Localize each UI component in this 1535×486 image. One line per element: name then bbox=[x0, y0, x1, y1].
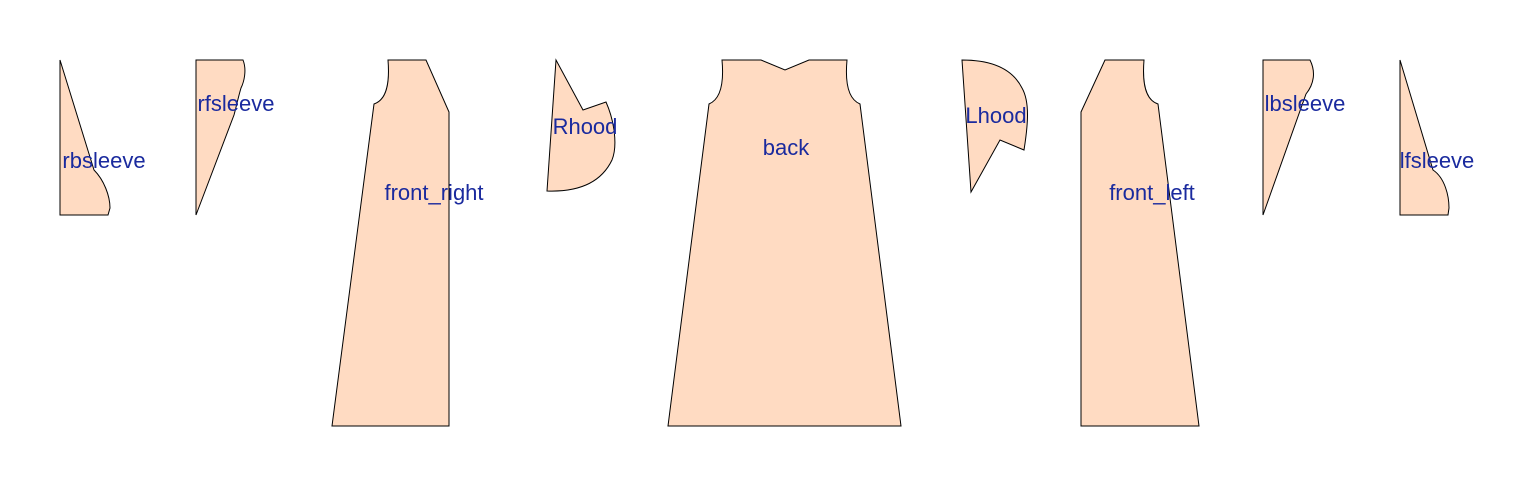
piece-rfsleeve: rfsleeve bbox=[195, 59, 275, 216]
piece-lbsleeve: lbsleeve bbox=[1262, 59, 1346, 216]
piece-front-left: front_left bbox=[1080, 59, 1200, 427]
piece-front-right-shape bbox=[331, 59, 450, 427]
piece-back-shape bbox=[667, 59, 902, 427]
piece-rfsleeve-label: rfsleeve bbox=[197, 91, 274, 116]
piece-front-right-label: front_right bbox=[384, 180, 483, 205]
piece-back: back bbox=[667, 59, 902, 427]
piece-rbsleeve-label: rbsleeve bbox=[62, 148, 145, 173]
piece-rfsleeve-shape bbox=[195, 59, 246, 216]
piece-rhood-shape bbox=[546, 58, 616, 192]
piece-lhood-shape bbox=[961, 59, 1028, 194]
piece-front-left-label: front_left bbox=[1109, 180, 1195, 205]
piece-rhood-label: Rhood bbox=[553, 114, 618, 139]
piece-lhood: Lhood bbox=[961, 59, 1028, 194]
piece-lfsleeve: lfsleeve bbox=[1399, 59, 1475, 216]
piece-front-right: front_right bbox=[331, 59, 484, 427]
piece-lbsleeve-shape bbox=[1262, 59, 1314, 216]
piece-lfsleeve-shape bbox=[1399, 59, 1450, 216]
piece-lfsleeve-label: lfsleeve bbox=[1400, 148, 1475, 173]
piece-rhood: Rhood bbox=[546, 58, 618, 192]
piece-lbsleeve-label: lbsleeve bbox=[1265, 91, 1346, 116]
piece-back-label: back bbox=[763, 135, 810, 160]
piece-rbsleeve-shape bbox=[59, 59, 111, 216]
piece-front-left-shape bbox=[1080, 59, 1200, 427]
piece-lhood-label: Lhood bbox=[965, 103, 1026, 128]
piece-rbsleeve: rbsleeve bbox=[59, 59, 146, 216]
